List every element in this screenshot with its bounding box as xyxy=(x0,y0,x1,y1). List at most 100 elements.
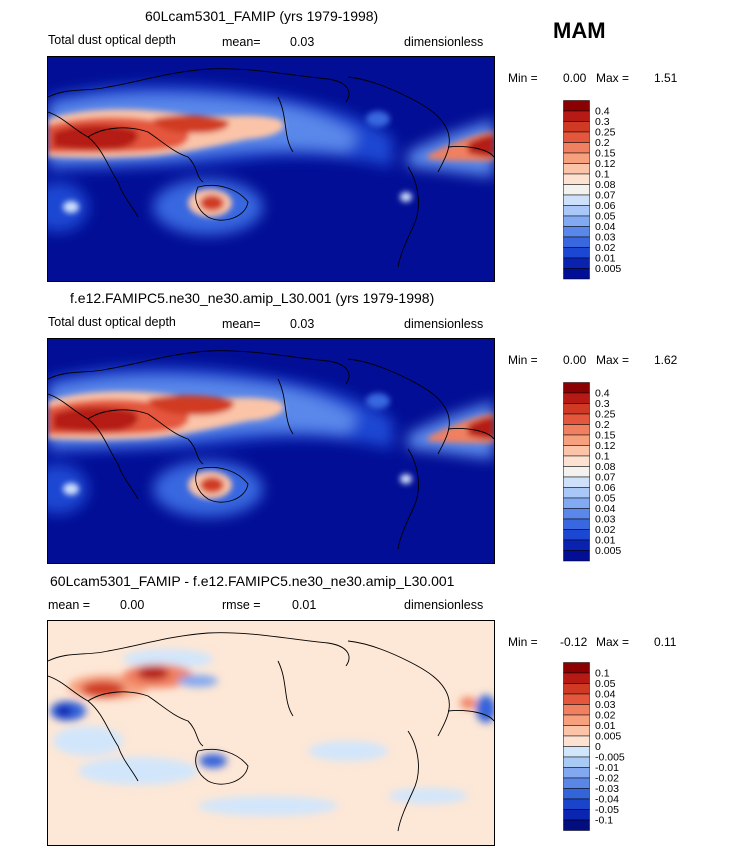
panel3-title: 60Lcam5301_FAMIP - f.e12.FAMIPC5.ne30_ne… xyxy=(50,573,455,589)
colorbar-cell xyxy=(563,767,590,779)
colorbar-cell xyxy=(563,756,590,768)
colorbar-cell xyxy=(563,735,590,747)
panel1-mean-value: 0.03 xyxy=(290,35,315,49)
colorbar-label: 0.08 xyxy=(595,461,616,473)
panel3-min-label: Min = xyxy=(508,635,538,649)
panel2-min-label: Min = xyxy=(508,353,538,367)
colorbar-cell xyxy=(563,809,590,821)
colorbar-cell xyxy=(563,693,590,705)
panel2-max-label: Max = xyxy=(596,353,630,367)
colorbar-label: 0.02 xyxy=(595,524,616,536)
panel1-map xyxy=(47,56,495,282)
panel2-title: f.e12.FAMIPC5.ne30_ne30.amip_L30.001 (yr… xyxy=(70,290,435,306)
colorbar-label: 0.03 xyxy=(595,514,616,526)
panel1-max-value: 1.51 xyxy=(654,71,678,85)
colorbar-label: 0.08 xyxy=(595,179,616,191)
panel3-rmse-label: rmse = xyxy=(222,598,261,612)
colorbar-label: 0.3 xyxy=(595,116,610,128)
colorbar-label: 0.005 xyxy=(595,263,621,275)
colorbar-svg: 0.40.30.250.20.150.120.10.080.070.060.05… xyxy=(563,382,621,562)
colorbar-cell xyxy=(563,100,590,112)
colorbar-label: -0.005 xyxy=(595,752,625,764)
colorbar-label: 0.03 xyxy=(595,699,616,711)
colorbar-cell xyxy=(563,142,590,154)
panel3-mean-value: 0.00 xyxy=(120,598,145,612)
colorbar-cell xyxy=(563,466,590,478)
colorbar-label: 0.06 xyxy=(595,482,616,494)
colorbar-cell xyxy=(563,173,590,185)
colorbar-cell xyxy=(563,121,590,133)
colorbar-label: 0.005 xyxy=(595,545,621,557)
colorbar-label: 0.01 xyxy=(595,253,616,265)
panel2-map-svg xyxy=(48,339,494,563)
colorbar-label: -0.04 xyxy=(595,794,619,806)
panel3-map xyxy=(47,620,495,846)
colorbar-label: 0.04 xyxy=(595,689,616,701)
panel1-colorbar: 0.4 0.3 0.25 0.2 0.15 0.12 0.1 0.08 0.07 0.06 0.05… xyxy=(563,100,653,286)
colorbar-cell xyxy=(563,746,590,758)
panel1-title: 60Lcam5301_FAMIP (yrs 1979-1998) xyxy=(145,8,379,24)
colorbar-cell xyxy=(563,662,590,674)
colorbar-cell xyxy=(563,163,590,175)
dust-plume-core xyxy=(48,391,494,499)
colorbar-label: 0.1 xyxy=(595,668,610,680)
colorbar-label: 0.04 xyxy=(595,221,616,233)
colorbar-cell xyxy=(563,704,590,716)
panel3-colorbar: 0.1 0.05 0.04 0.03 0.02 0.01 0.005 0 -0.005 -0.01… xyxy=(563,662,653,837)
colorbar-cell xyxy=(563,205,590,217)
dust-plume-core xyxy=(48,109,494,217)
panel1-map-svg xyxy=(48,57,494,281)
colorbar-cell xyxy=(563,539,590,551)
season-label: MAM xyxy=(553,18,606,43)
coastlines xyxy=(48,632,494,832)
coastlines xyxy=(48,68,494,268)
colorbar-label: 0.15 xyxy=(595,430,616,442)
panel2-min-value: 0.00 xyxy=(563,353,587,367)
panel3-max-label: Max = xyxy=(596,635,630,649)
colorbar-label: 0.25 xyxy=(595,409,616,421)
colorbar-cell xyxy=(563,152,590,164)
panel3-max-value: 0.11 xyxy=(654,635,677,649)
colorbar-label: 0.3 xyxy=(595,398,610,410)
colorbar-label: 0.1 xyxy=(595,451,610,463)
panel1-variable: Total dust optical depth xyxy=(48,33,176,47)
colorbar-label: 0.2 xyxy=(595,419,610,431)
panel1-max-label: Max = xyxy=(596,71,630,85)
colorbar-cell xyxy=(563,403,590,415)
colorbar-label: 0.03 xyxy=(595,232,616,244)
colorbar-label: 0.15 xyxy=(595,148,616,160)
colorbar-svg: 0.10.050.040.030.020.010.0050-0.005-0.01… xyxy=(563,662,625,831)
panel3-min-value: -0.12 xyxy=(560,635,588,649)
colorbar-cell xyxy=(563,382,590,394)
colorbar-cell xyxy=(563,455,590,467)
colorbar-label: 0.02 xyxy=(595,710,616,722)
colorbar-cell xyxy=(563,819,590,831)
colorbar-label: 0.04 xyxy=(595,503,616,515)
colorbar-label: -0.01 xyxy=(595,762,619,774)
colorbar-cell xyxy=(563,247,590,259)
difference-field xyxy=(50,649,494,816)
colorbar-cell xyxy=(563,714,590,726)
colorbar-cell xyxy=(563,424,590,436)
panel2-colorbar: 0.4 0.3 0.25 0.2 0.15 0.12 0.1 0.08 0.07 0.06 0.05… xyxy=(563,382,653,568)
panel3-map-svg xyxy=(48,621,494,845)
colorbar-label: 0.05 xyxy=(595,678,616,690)
colorbar-cell xyxy=(563,131,590,143)
coastlines xyxy=(48,350,494,550)
colorbar-label: -0.1 xyxy=(595,815,613,827)
colorbar-label: 0.05 xyxy=(595,211,616,223)
colorbar-label: 0.05 xyxy=(595,493,616,505)
colorbar-label: 0.06 xyxy=(595,200,616,212)
panel1-min-value: 0.00 xyxy=(563,71,587,85)
colorbar-cell xyxy=(563,798,590,810)
colorbar-cell xyxy=(563,777,590,789)
colorbar-cell xyxy=(563,184,590,196)
colorbar-label: 0.01 xyxy=(595,535,616,547)
panel2-variable: Total dust optical depth xyxy=(48,315,176,329)
colorbar-cell xyxy=(563,215,590,227)
panel3-mean-label: mean = xyxy=(48,598,91,612)
panel2-max-value: 1.62 xyxy=(654,353,678,367)
colorbar-cell xyxy=(563,413,590,425)
colorbar-svg: 0.40.30.250.20.150.120.10.080.070.060.05… xyxy=(563,100,621,280)
colorbar-label: 0.4 xyxy=(595,388,610,400)
